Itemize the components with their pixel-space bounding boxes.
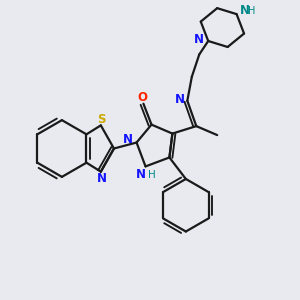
Text: S: S: [97, 113, 106, 126]
Text: N: N: [240, 4, 250, 17]
Text: N: N: [175, 93, 185, 106]
Text: N: N: [194, 33, 204, 46]
Text: N: N: [136, 168, 146, 181]
Text: H: H: [148, 170, 155, 180]
Text: O: O: [137, 91, 147, 103]
Text: N: N: [96, 172, 106, 185]
Text: N: N: [123, 133, 133, 146]
Text: H: H: [248, 5, 255, 16]
